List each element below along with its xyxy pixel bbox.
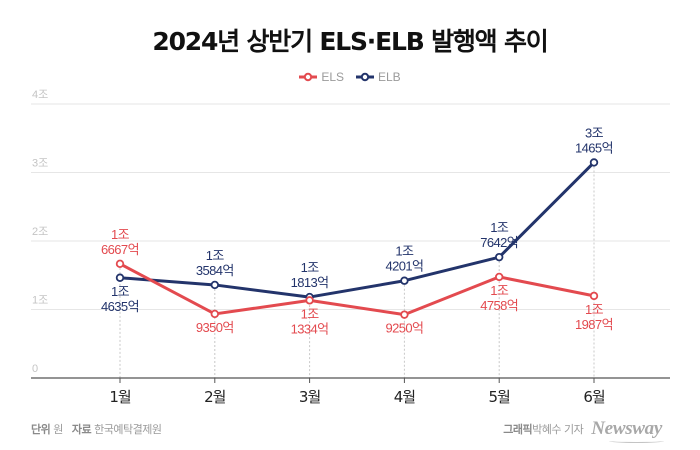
unit-value: 원 bbox=[53, 423, 63, 436]
y-tick-label: 2조 bbox=[32, 226, 48, 238]
footer-credit: 그래픽박혜수 기자 Newsway bbox=[503, 418, 664, 443]
data-label-elb: 7642억 bbox=[480, 235, 518, 250]
data-point-elb bbox=[589, 158, 599, 167]
data-point-els bbox=[210, 309, 219, 319]
data-point-elb bbox=[400, 276, 409, 285]
data-point-elb bbox=[115, 273, 125, 282]
data-label-els: 6667억 bbox=[101, 242, 139, 257]
x-tick-label: 6월 bbox=[583, 388, 605, 406]
data-point-els bbox=[400, 310, 409, 319]
data-label-elb: 4201억 bbox=[385, 259, 423, 274]
graphic-value: 박혜수 기자 bbox=[532, 423, 584, 436]
x-tick-label: 1월 bbox=[109, 388, 131, 406]
series-line-elb bbox=[119, 161, 596, 299]
data-label-els: 1조 bbox=[301, 306, 320, 321]
data-label-els: 1조 bbox=[490, 283, 509, 298]
legend-marker-els-icon bbox=[299, 72, 318, 82]
data-label-elb: 1813억 bbox=[291, 275, 329, 290]
data-label-els: 4758억 bbox=[480, 298, 518, 313]
data-label-elb: 4635억 bbox=[101, 299, 139, 314]
legend-item-els: ELS bbox=[299, 70, 344, 84]
data-label-elb: 1조 bbox=[395, 244, 414, 259]
x-tick-label: 3월 bbox=[299, 388, 321, 406]
y-tick-label: 4조 bbox=[32, 89, 48, 101]
y-tick-label: 1조 bbox=[32, 295, 48, 307]
x-tick-label: 4월 bbox=[394, 388, 416, 406]
legend: ELS ELB bbox=[0, 70, 700, 84]
data-label-els: 1조 bbox=[585, 302, 604, 317]
y-tick-label: 3조 bbox=[32, 158, 48, 170]
data-point-elb bbox=[210, 280, 219, 290]
data-label-els: 1987억 bbox=[575, 317, 613, 332]
data-label-elb: 1조 bbox=[301, 260, 320, 275]
legend-item-elb: ELB bbox=[356, 70, 401, 84]
x-tick-label: 2월 bbox=[204, 388, 226, 406]
data-point-els bbox=[115, 259, 125, 269]
unit-label: 단위 bbox=[31, 423, 51, 436]
y-tick-label: 0 bbox=[32, 363, 38, 375]
footer-source: 단위 원 자료 한국예탁결제원 bbox=[31, 421, 162, 437]
data-point-elb bbox=[495, 252, 504, 262]
chart-title: 2024년 상반기 ELS·ELB 발행액 추이 bbox=[152, 27, 548, 56]
source-label: 자료 bbox=[71, 423, 92, 436]
data-label-els: 1조 bbox=[111, 227, 130, 242]
data-label-elb: 1조 bbox=[111, 284, 130, 299]
legend-marker-elb-icon bbox=[356, 72, 374, 82]
newsway-logo: Newsway bbox=[591, 418, 664, 443]
data-point-els bbox=[305, 296, 314, 305]
data-point-els bbox=[495, 272, 504, 282]
logo-swoosh-icon bbox=[609, 439, 664, 443]
data-label-elb: 3584억 bbox=[196, 263, 234, 278]
source-value: 한국예탁결제원 bbox=[94, 423, 162, 436]
data-point-els bbox=[589, 291, 599, 301]
series-line-els bbox=[119, 262, 595, 317]
legend-label-elb: ELB bbox=[378, 70, 401, 84]
data-label-els: 9350억 bbox=[196, 320, 234, 335]
data-label-elb: 3조 bbox=[585, 125, 604, 140]
legend-label-els: ELS bbox=[321, 70, 344, 84]
x-tick-label: 5월 bbox=[489, 388, 511, 406]
data-label-elb: 1465억 bbox=[575, 140, 613, 155]
logo-text: Newsway bbox=[591, 418, 662, 439]
graphic-label: 그래픽 bbox=[503, 423, 533, 436]
data-label-els: 9250억 bbox=[385, 321, 423, 336]
data-label-elb: 1조 bbox=[206, 248, 225, 263]
data-label-els: 1334억 bbox=[291, 321, 329, 336]
data-label-elb: 1조 bbox=[490, 220, 509, 235]
